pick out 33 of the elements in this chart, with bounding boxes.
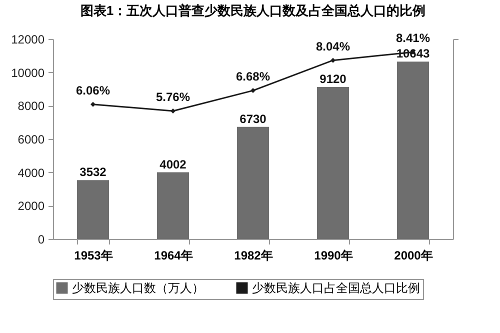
chart-title: 图表1：五次人口普查少数民族人口数及占全国总人口的比例 — [80, 3, 426, 18]
legend-label: 少数民族人口数（万人） — [72, 281, 204, 295]
data-label: 5.76% — [156, 90, 190, 104]
y-tick-label: 6000 — [18, 132, 45, 146]
y-tick-label: 8000 — [18, 99, 45, 114]
bar — [317, 87, 349, 239]
y-tick-label: 4000 — [18, 166, 45, 180]
data-label: 8.04% — [316, 39, 350, 54]
data-label: 8.41% — [396, 31, 430, 46]
data-label: 4002 — [160, 157, 187, 172]
y-tick-label: 2000 — [18, 199, 45, 214]
point — [170, 108, 176, 114]
data-label: 3532 — [80, 165, 107, 180]
bar — [77, 180, 109, 239]
y-tick-label: 10000 — [11, 66, 45, 80]
data-label: 6.68% — [236, 70, 270, 84]
bar — [157, 172, 189, 239]
legend-label: 少数民族人口占全国总人口比例 — [252, 281, 420, 295]
bar — [397, 62, 429, 239]
point — [250, 88, 256, 94]
data-label: 6730 — [240, 112, 267, 126]
x-tick-label: 1982年 — [234, 248, 273, 262]
data-label: 6.06% — [76, 83, 110, 98]
point — [330, 58, 336, 63]
point — [90, 102, 96, 107]
x-tick-label: 1964年 — [154, 248, 193, 262]
x-tick-label: 1953年 — [74, 248, 113, 262]
data-label: 9120 — [320, 72, 347, 86]
x-tick-label: 2000年 — [394, 248, 433, 262]
y-tick-label: 12000 — [11, 32, 45, 46]
x-tick-label: 1990年 — [314, 248, 353, 262]
y-tick-label: 0 — [38, 232, 45, 246]
bar — [237, 126, 269, 239]
